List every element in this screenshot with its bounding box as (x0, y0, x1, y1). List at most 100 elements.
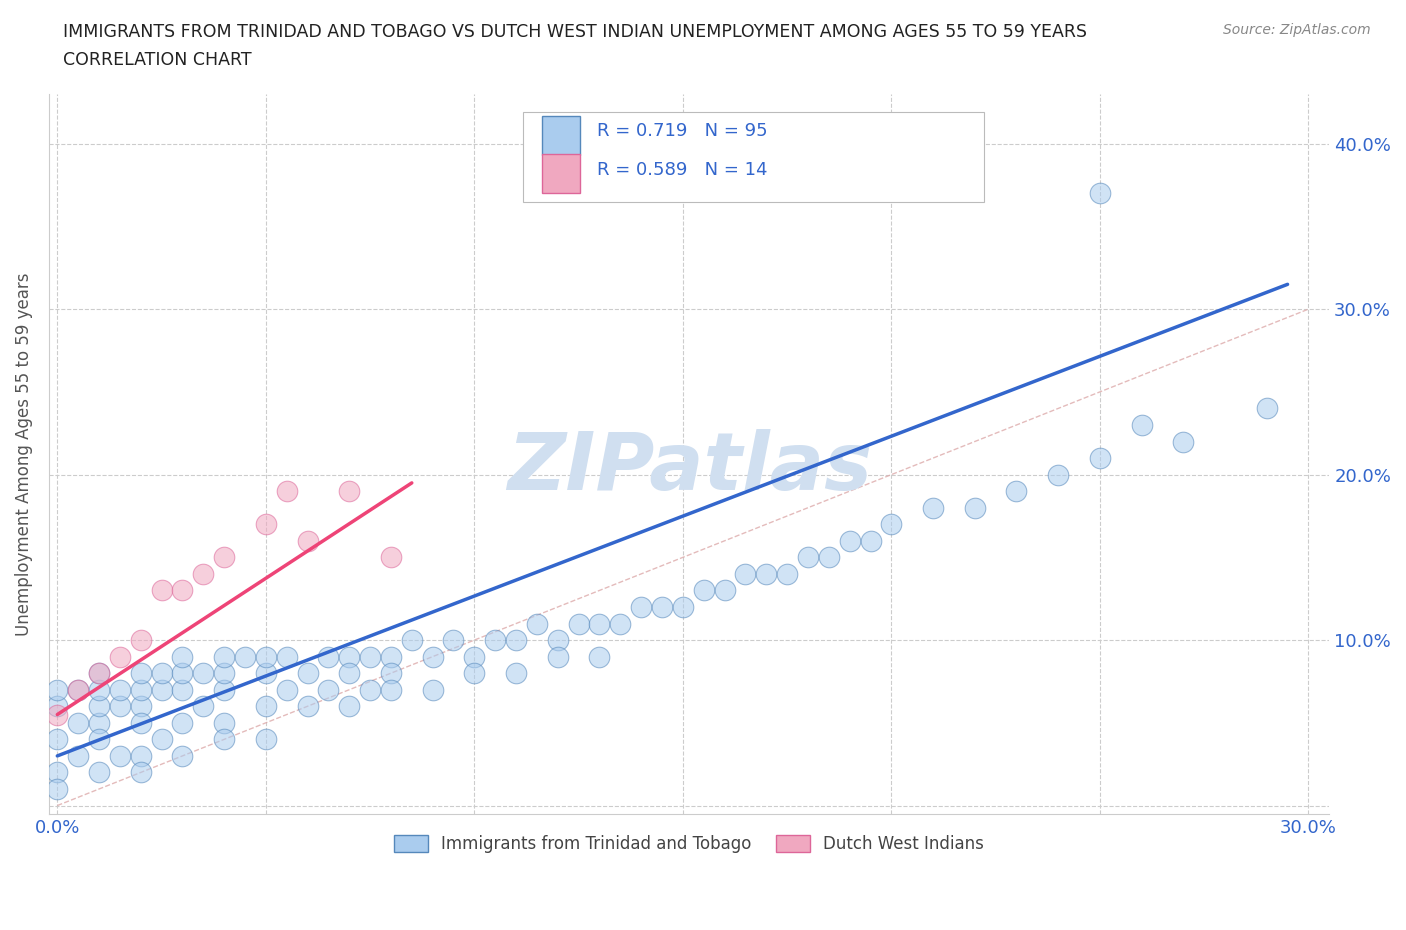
Point (87, 666, 110, 681)
Point (172, 683, 194, 698)
Point (401, 632, 423, 647)
Point (422, 683, 444, 698)
Point (46, 707, 69, 722)
Point (172, 749, 194, 764)
Point (193, 698, 215, 713)
Point (547, 649, 569, 664)
Point (108, 698, 131, 713)
Point (1256, 401, 1278, 416)
Point (193, 566, 215, 581)
Point (150, 666, 173, 681)
Text: Source: ZipAtlas.com: Source: ZipAtlas.com (1223, 23, 1371, 37)
Point (46, 765, 69, 780)
Point (1088, 186, 1111, 201)
Point (547, 632, 569, 647)
Point (1005, 484, 1028, 498)
Point (276, 484, 298, 498)
Point (172, 666, 194, 681)
Point (630, 600, 652, 615)
Point (713, 583, 735, 598)
Point (276, 683, 298, 698)
Point (254, 517, 277, 532)
Point (172, 583, 194, 598)
Point (212, 732, 235, 747)
Point (1130, 418, 1153, 432)
Point (484, 632, 506, 647)
Point (254, 732, 277, 747)
Text: IMMIGRANTS FROM TRINIDAD AND TOBAGO VS DUTCH WEST INDIAN UNEMPLOYMENT AMONG AGES: IMMIGRANTS FROM TRINIDAD AND TOBAGO VS D… (63, 23, 1087, 41)
Text: R = 0.719   N = 95: R = 0.719 N = 95 (598, 123, 768, 140)
Point (380, 550, 402, 565)
Point (380, 666, 402, 681)
Point (318, 649, 340, 664)
Point (505, 632, 527, 647)
Point (568, 616, 591, 631)
Point (337, 649, 360, 664)
Point (212, 666, 235, 681)
Text: ZIPatlas: ZIPatlas (506, 430, 872, 508)
Point (212, 649, 235, 664)
Point (46, 781, 69, 796)
Point (337, 484, 360, 498)
Point (254, 649, 277, 664)
Point (129, 683, 152, 698)
Point (172, 649, 194, 664)
Point (463, 649, 485, 664)
Point (337, 698, 360, 713)
Point (212, 550, 235, 565)
Point (46, 683, 69, 698)
Point (108, 649, 131, 664)
Point (150, 732, 173, 747)
Legend: Immigrants from Trinidad and Tobago, Dutch West Indians: Immigrants from Trinidad and Tobago, Dut… (388, 828, 991, 859)
Point (87, 715, 110, 730)
Point (359, 683, 381, 698)
Text: R = 0.589   N = 14: R = 0.589 N = 14 (598, 161, 768, 179)
Point (254, 698, 277, 713)
Point (776, 566, 799, 581)
Point (67, 715, 90, 730)
Point (297, 666, 319, 681)
Point (838, 534, 860, 549)
Point (505, 666, 527, 681)
Point (318, 683, 340, 698)
Point (1047, 467, 1070, 482)
Point (150, 683, 173, 698)
Point (150, 583, 173, 598)
Point (1088, 451, 1111, 466)
Point (693, 583, 716, 598)
Point (46, 732, 69, 747)
Point (609, 616, 631, 631)
Point (67, 683, 90, 698)
Point (588, 616, 610, 631)
Point (422, 649, 444, 664)
Point (443, 632, 465, 647)
Point (212, 715, 235, 730)
Point (129, 749, 152, 764)
Point (276, 649, 298, 664)
Point (129, 666, 152, 681)
Point (67, 749, 90, 764)
Point (129, 698, 152, 713)
Point (87, 666, 110, 681)
Point (129, 715, 152, 730)
Point (359, 649, 381, 664)
Point (672, 600, 695, 615)
Point (337, 666, 360, 681)
Point (734, 566, 756, 581)
Point (1173, 434, 1195, 449)
Point (87, 765, 110, 780)
Y-axis label: Unemployment Among Ages 55 to 59 years: Unemployment Among Ages 55 to 59 years (15, 272, 32, 636)
Point (87, 683, 110, 698)
Point (212, 683, 235, 698)
Point (87, 732, 110, 747)
Point (526, 616, 548, 631)
Point (588, 649, 610, 664)
Point (129, 765, 152, 780)
Point (67, 683, 90, 698)
Point (817, 550, 839, 565)
Point (129, 632, 152, 647)
Point (755, 566, 778, 581)
Point (108, 683, 131, 698)
FancyBboxPatch shape (541, 115, 581, 155)
Point (297, 698, 319, 713)
